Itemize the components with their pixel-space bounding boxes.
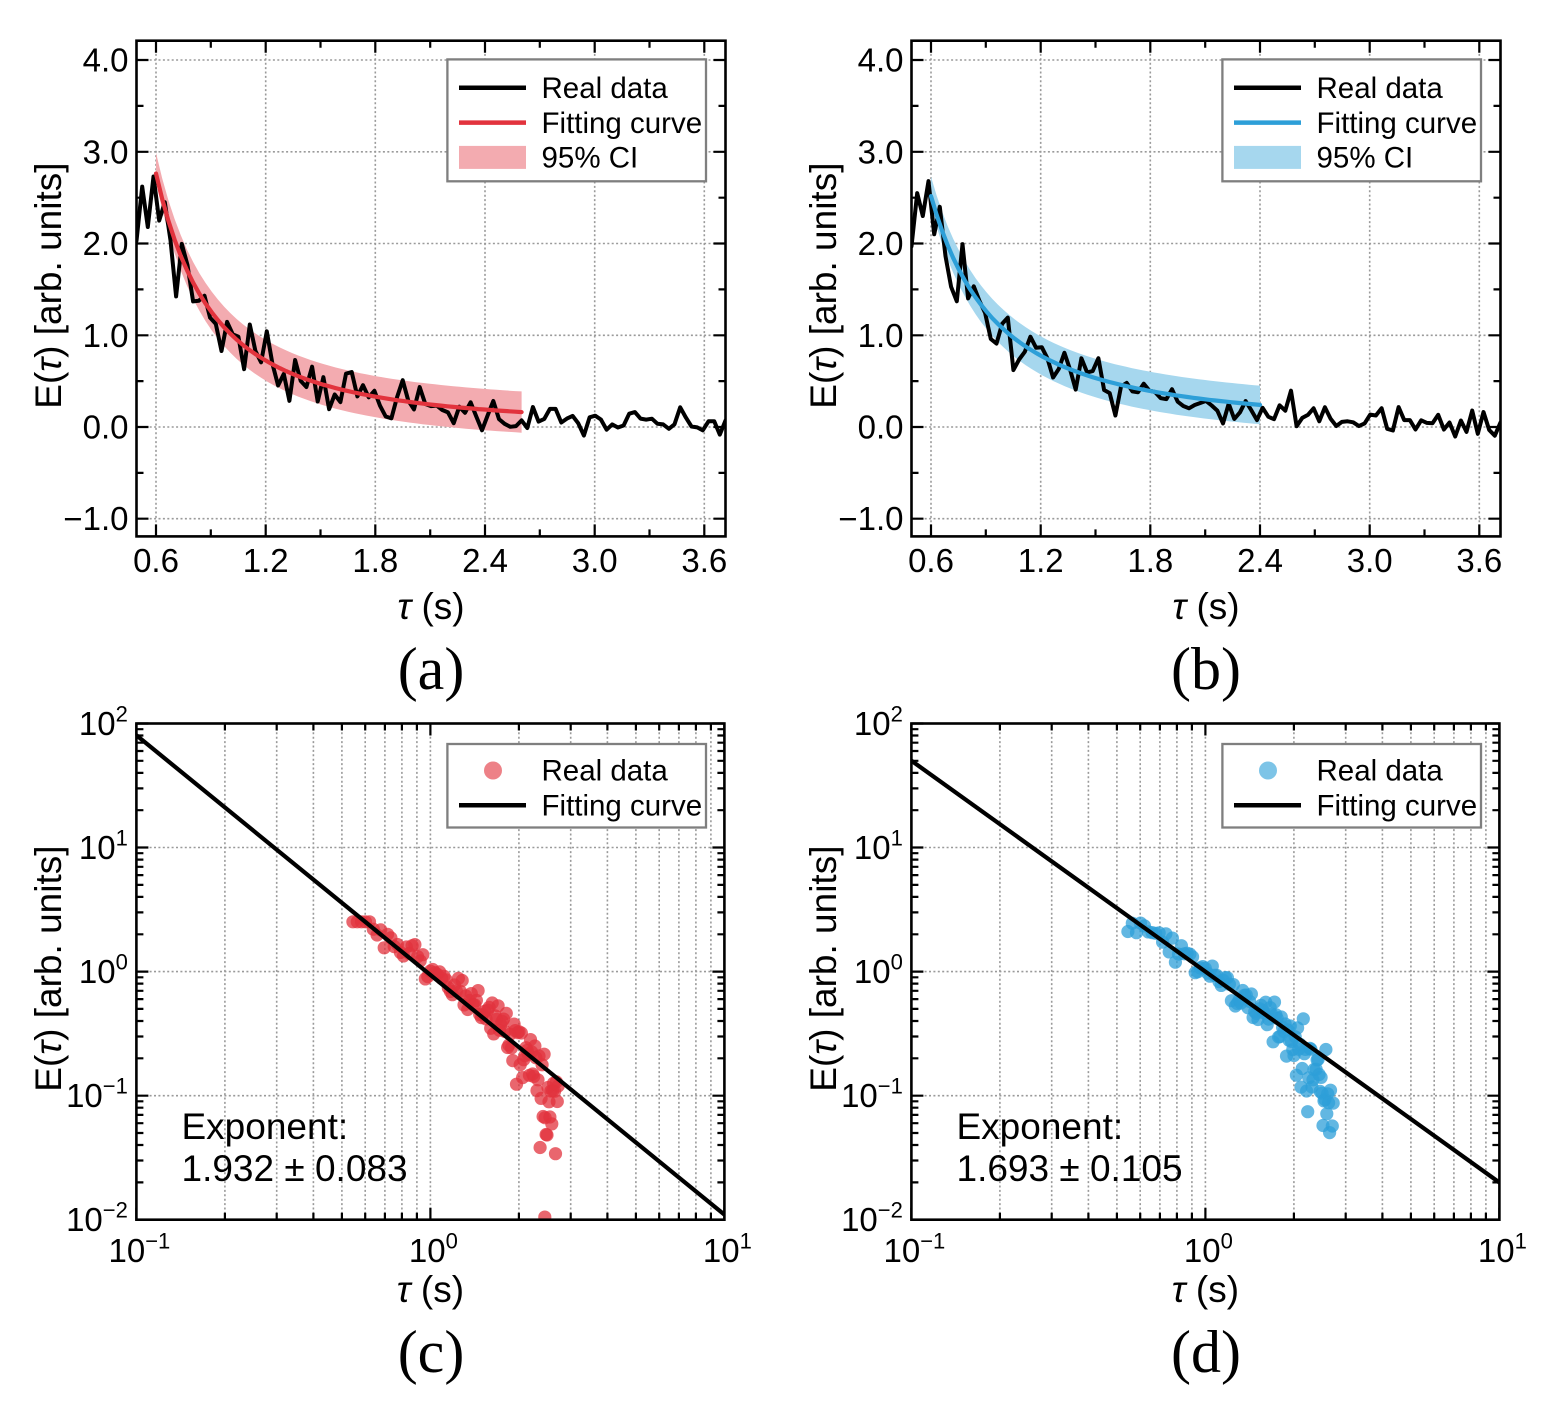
svg-text:Fitting curve: Fitting curve — [1317, 790, 1478, 823]
svg-text:3.0: 3.0 — [858, 133, 904, 170]
svg-text:Fitting curve: Fitting curve — [1317, 107, 1478, 140]
svg-text:0.0: 0.0 — [83, 409, 129, 446]
svg-text:2.0: 2.0 — [83, 225, 129, 262]
svg-text:1.8: 1.8 — [1127, 542, 1173, 579]
svg-text:4.0: 4.0 — [858, 42, 904, 79]
svg-text:(c): (c) — [398, 1319, 465, 1385]
svg-text:τ (s): τ (s) — [1172, 1269, 1239, 1310]
svg-text:0.6: 0.6 — [908, 542, 954, 579]
svg-text:1.8: 1.8 — [352, 542, 398, 579]
svg-text:Real data: Real data — [542, 755, 669, 788]
svg-text:3.0: 3.0 — [572, 542, 618, 579]
svg-text:3.6: 3.6 — [681, 542, 727, 579]
svg-text:1.932 ± 0.083: 1.932 ± 0.083 — [182, 1148, 408, 1189]
svg-text:2.0: 2.0 — [858, 225, 904, 262]
svg-text:Exponent:: Exponent: — [957, 1106, 1124, 1147]
svg-text:(a): (a) — [398, 636, 465, 702]
svg-text:Fitting curve: Fitting curve — [542, 107, 703, 140]
svg-text:1.0: 1.0 — [858, 317, 904, 354]
svg-text:(b): (b) — [1171, 636, 1241, 702]
svg-text:95% CI: 95% CI — [1317, 142, 1414, 175]
svg-text:2.4: 2.4 — [1237, 542, 1283, 579]
svg-text:10−1: 10−1 — [883, 1229, 945, 1270]
svg-text:1.2: 1.2 — [1018, 542, 1064, 579]
svg-text:Real data: Real data — [1317, 755, 1444, 788]
svg-text:3.0: 3.0 — [1347, 542, 1393, 579]
svg-text:2.4: 2.4 — [462, 542, 508, 579]
svg-text:0.6: 0.6 — [133, 542, 179, 579]
svg-text:τ (s): τ (s) — [1172, 586, 1239, 627]
svg-text:95% CI: 95% CI — [542, 142, 639, 175]
svg-text:(d): (d) — [1171, 1319, 1241, 1385]
svg-text:E(τ) [arb. units]: E(τ) [arb. units] — [803, 845, 844, 1091]
svg-text:Real data: Real data — [1317, 72, 1444, 105]
svg-text:3.6: 3.6 — [1456, 542, 1502, 579]
svg-text:Real data: Real data — [542, 72, 669, 105]
svg-text:1.0: 1.0 — [83, 317, 129, 354]
svg-text:τ (s): τ (s) — [397, 586, 464, 627]
svg-text:−1.0: −1.0 — [838, 500, 903, 537]
svg-text:E(τ) [arb. units]: E(τ) [arb. units] — [803, 162, 844, 408]
svg-text:4.0: 4.0 — [83, 42, 129, 79]
svg-text:0.0: 0.0 — [858, 409, 904, 446]
svg-text:Exponent:: Exponent: — [182, 1106, 349, 1147]
svg-text:1.693 ± 0.105: 1.693 ± 0.105 — [957, 1148, 1183, 1189]
svg-text:−1.0: −1.0 — [63, 500, 128, 537]
svg-text:1.2: 1.2 — [243, 542, 289, 579]
svg-text:3.0: 3.0 — [83, 133, 129, 170]
svg-text:E(τ) [arb. units]: E(τ) [arb. units] — [28, 162, 69, 408]
svg-text:τ (s): τ (s) — [397, 1269, 464, 1310]
svg-text:E(τ) [arb. units]: E(τ) [arb. units] — [28, 845, 69, 1091]
svg-text:Fitting curve: Fitting curve — [542, 790, 703, 823]
